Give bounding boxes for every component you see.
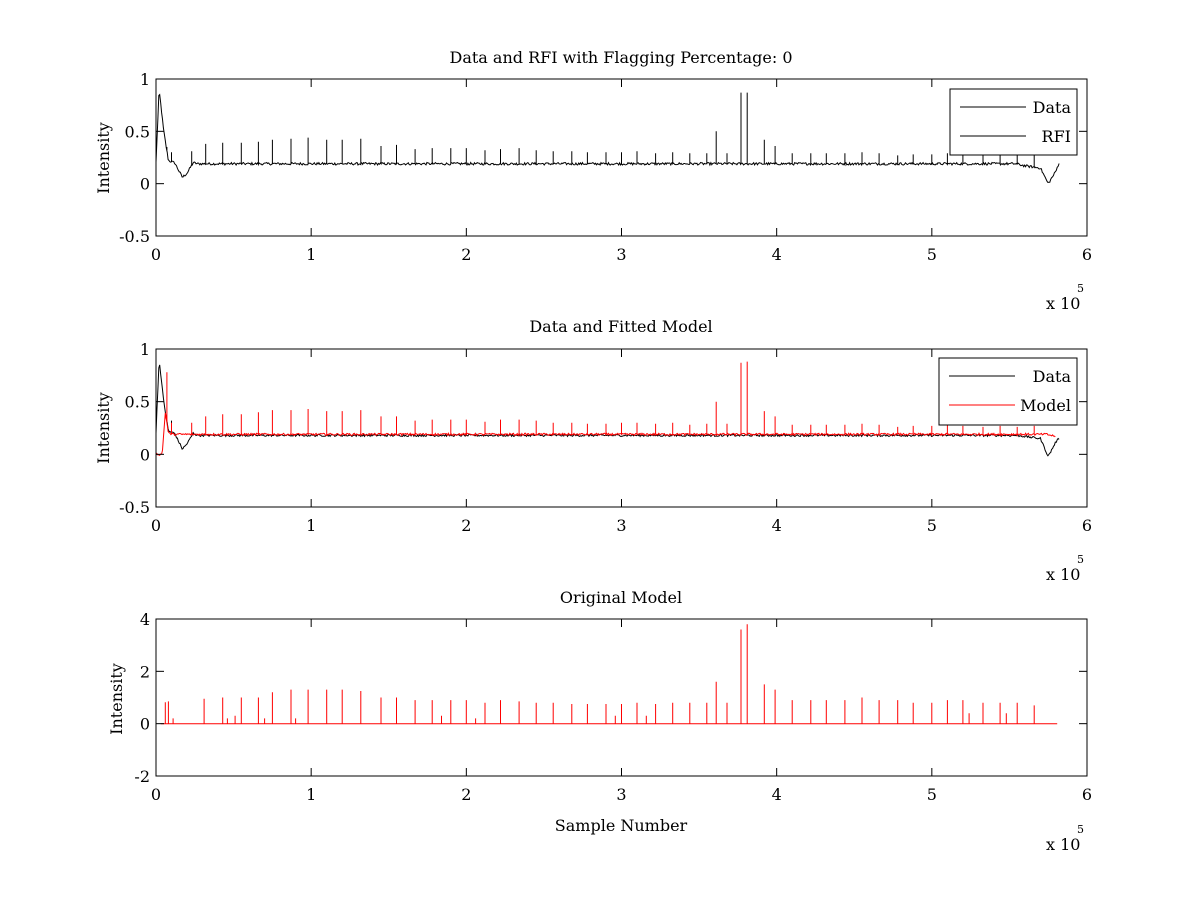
x-tick-label: 3: [616, 516, 626, 535]
chart-title: Original Model: [560, 588, 682, 607]
x-tick-label: 1: [306, 516, 316, 535]
chart-title: Data and Fitted Model: [529, 317, 712, 336]
x-tick-label: 6: [1082, 245, 1092, 264]
y-tick-label: 2: [140, 662, 150, 681]
y-tick-label: 0: [140, 175, 150, 194]
legend-label: RFI: [1042, 127, 1071, 146]
y-axis-label: Intensity: [107, 663, 126, 735]
series-line-model: [160, 624, 1058, 725]
x-tick-label: 2: [461, 785, 471, 804]
x-exponent-power: 5: [1077, 823, 1084, 836]
y-tick-label: 0.5: [125, 393, 150, 412]
legend-label: Data: [1033, 98, 1072, 117]
panel-data-and-rfi: Data and RFI with Flagging Percentage: 0…: [94, 48, 1092, 313]
x-exponent-base: x 10: [1046, 294, 1080, 313]
y-tick-label: 0: [140, 445, 150, 464]
plot-area: [156, 92, 1060, 184]
y-tick-label: 4: [140, 610, 150, 629]
panel-original-model: Original Model Intensity Sample Number 0…: [107, 588, 1092, 854]
legend: Data Model: [938, 357, 1078, 426]
series-line-data: [156, 92, 1060, 184]
y-axis-label: Intensity: [94, 392, 113, 464]
x-exponent-base: x 10: [1046, 565, 1080, 584]
chart-title: Data and RFI with Flagging Percentage: 0: [449, 48, 792, 67]
y-axis-label: Intensity: [94, 122, 113, 194]
x-tick-label: 3: [616, 785, 626, 804]
x-tick-label: 5: [927, 245, 937, 264]
legend-box: [938, 357, 1078, 426]
y-tick-label: 1: [140, 340, 150, 359]
x-tick-label: 0: [151, 785, 161, 804]
x-tick-label: 4: [772, 785, 782, 804]
x-tick-label: 5: [927, 516, 937, 535]
panel-data-and-fitted-model: Data and Fitted Model Intensity 0 1 2 3 4 5 6 -…: [94, 317, 1092, 584]
x-tick-label: 6: [1082, 785, 1092, 804]
x-tick-label: 5: [927, 785, 937, 804]
x-tick-label: 2: [461, 245, 471, 264]
y-tick-label: -2: [134, 767, 150, 786]
x-tick-label: 3: [616, 245, 626, 264]
y-tick-label: 1: [140, 70, 150, 89]
legend-label: Model: [1020, 396, 1071, 415]
x-tick-label: 2: [461, 516, 471, 535]
plot-area: [160, 624, 1058, 725]
x-exponent-base: x 10: [1046, 835, 1080, 854]
y-tick-label: 0: [140, 715, 150, 734]
x-exponent-power: 5: [1077, 553, 1084, 566]
x-tick-label: 4: [772, 245, 782, 264]
legend: Data RFI: [949, 88, 1078, 156]
axes: 0 1 2 3 4 5 6-0.500.51: [119, 70, 1092, 264]
y-tick-label: 0.5: [125, 122, 150, 141]
series-line-model: [156, 361, 1056, 456]
x-exponent-power: 5: [1077, 282, 1084, 295]
x-tick-label: 0: [151, 516, 161, 535]
x-tick-label: 1: [306, 245, 316, 264]
y-tick-label: -0.5: [119, 227, 150, 246]
x-tick-label: 0: [151, 245, 161, 264]
x-axis-label: Sample Number: [555, 816, 688, 835]
y-tick-label: -0.5: [119, 498, 150, 517]
axes: 0 1 2 3 4 5 6-0.500.51: [119, 340, 1092, 535]
plot-area: [156, 361, 1060, 457]
legend-box: [949, 88, 1078, 156]
legend-label: Data: [1033, 367, 1072, 386]
x-tick-label: 1: [306, 785, 316, 804]
x-tick-label: 6: [1082, 516, 1092, 535]
x-tick-label: 4: [772, 516, 782, 535]
